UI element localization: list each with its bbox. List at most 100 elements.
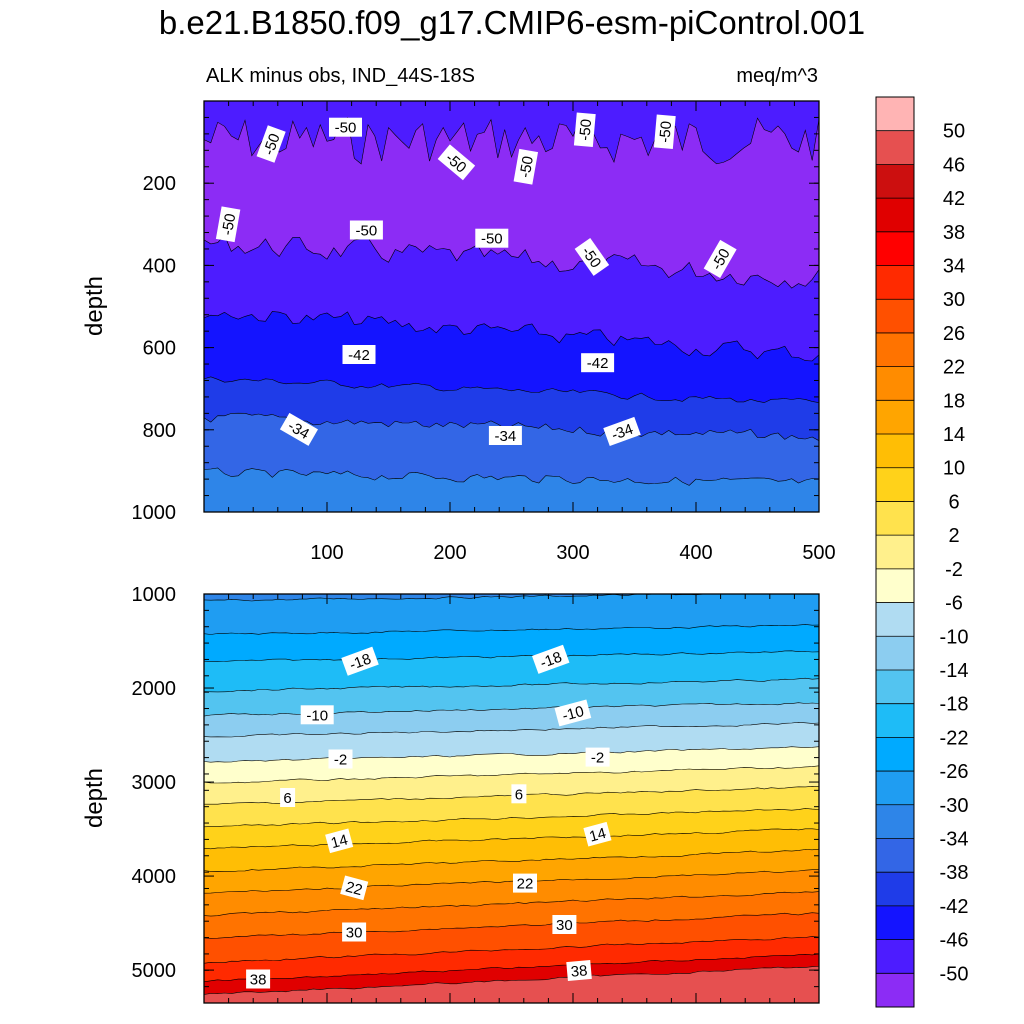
bottom-contour-label: 38 [566,959,592,982]
colorbar-swatch [876,332,914,368]
top-contour-label: -34 [488,426,522,445]
top-contour-line [203,116,820,165]
top-contour-line [203,376,820,403]
bottom-axis-ticks: 1000 2000 3000 4000 5000 [132,584,819,1004]
bottom-contour-label: 30 [552,915,577,934]
bottom-contour-label-bg [511,784,527,804]
bottom-contour-label-bg [280,788,296,807]
bottom-contour-label-bg [328,749,353,769]
bottom-contour-label: -10 [300,705,334,725]
colorbar-swatch [876,973,914,1008]
top-right-label: meq/m^3 [736,65,818,87]
top-panel: ALK minus obs, IND_44S-18S meq/m^3 depth… [81,65,836,564]
colorbar-swatch [876,467,914,502]
top-contour-line [203,467,820,486]
bottom-contour-lines [203,593,820,995]
top-contour-label-text: -50 [260,131,283,157]
bottom-contour-label-bg [583,821,612,847]
colorbar-swatch [876,771,914,806]
top-contour-lines [203,116,820,486]
bottom-contour-line [203,936,820,964]
colorbar-label: -50 [940,963,969,985]
colorbar-label: -46 [940,930,969,952]
top-contour-label-text: -50 [356,223,378,240]
top-contour-label-bg [256,125,286,163]
top-contour-label-bg [513,148,539,185]
bottom-contour-line [203,746,820,763]
colorbar-swatch [876,939,914,974]
top-contour-label-text: -50 [517,155,538,179]
colorbar-label: -30 [940,795,969,817]
colorbar-swatch [876,198,914,233]
bottom-contour-label-bg [342,922,367,942]
bottom-contour-label: -10 [554,699,592,727]
colorbar-swatch [876,568,914,603]
top-contour-label-bg [342,345,376,364]
colorbar-label: 26 [943,323,965,345]
colorbar-label: -34 [940,828,969,850]
bottom-panel: depth -18 -18 -10 -10 -2 -2 6 6 14 14 22 22 30 30 38 38… [81,584,820,1004]
top-x-tick-label: 100 [310,542,343,564]
top-contour-label-bg [279,412,318,446]
colorbar-label: -2 [945,559,963,581]
bottom-contour-line [203,953,820,983]
bottom-contour-label-bg [300,705,334,725]
bottom-contour-label-text: 6 [283,790,291,807]
top-x-tick-label: 200 [433,542,466,564]
colorbar: -50-46-42-38-34-30-26-22-18-14-10-6-2261… [875,96,969,1008]
colorbar-label: -26 [940,761,969,783]
top-contour-label-text: -42 [587,355,609,372]
bottom-contour-line [203,808,820,828]
bottom-contour-label: -18 [341,646,379,676]
bottom-contour-label-text: -2 [334,752,347,769]
bottom-contour-label: -18 [531,644,570,674]
bottom-contour-label-bg [246,969,271,989]
bottom-contour-label-text: 14 [587,825,608,846]
top-contour-label-bg [437,144,476,181]
colorbar-label: -10 [940,626,969,648]
bottom-contour-label-bg [554,699,592,727]
colorbar-swatch [876,501,914,536]
bottom-contour-line [203,891,820,917]
top-contour-label: -34 [603,416,641,447]
bottom-contour-label-text: -10 [560,703,585,725]
bottom-contour-label-bg [513,873,537,893]
colorbar-label: 22 [943,357,965,379]
bottom-contour-label-text: 38 [570,962,588,980]
bottom-contour-label: 22 [340,875,369,901]
colorbar-label: 38 [943,222,965,244]
bottom-contour-label-text: 22 [344,878,365,899]
bottom-contour-fill [203,593,820,1004]
bottom-contour-label-text: 6 [515,786,523,803]
top-contour-label-bg [653,114,676,150]
bottom-y-tick-label: 3000 [132,772,177,794]
colorbar-label: -18 [940,694,969,716]
top-contour-label-bg [215,206,241,243]
top-axis-ticks: 200 400 600 800 1000 100 200 300 400 500 [132,100,836,564]
bottom-contour-label-text: 14 [329,831,350,852]
colorbar-swatch [876,737,914,772]
top-contour-fill [203,100,820,513]
top-x-tick-label: 500 [802,542,835,564]
colorbar-label: -6 [945,593,963,615]
colorbar-swatch [876,535,914,570]
top-contour-label: -50 [256,125,286,163]
bottom-contour-label-text: -18 [347,650,373,673]
top-contour-label-bg [329,117,362,137]
top-y-tick-label: 400 [143,255,176,277]
top-y-tick-label: 600 [143,338,176,360]
top-contour-label-bg [603,416,641,447]
colorbar-label: -38 [940,862,969,884]
top-contour-label: -50 [475,228,509,248]
top-contour-label-bg [581,353,615,373]
colorbar-label: 46 [943,154,965,176]
bottom-y-tick-label: 2000 [132,678,177,700]
bottom-contour-label-text: -10 [306,707,328,724]
top-contour-label-text: -50 [576,118,595,141]
bottom-contour-label: 14 [325,828,354,854]
colorbar-label: 34 [943,256,965,278]
bottom-contour-line [203,912,820,939]
top-contour-label-text: -42 [348,347,370,364]
top-x-tick-label: 400 [679,542,712,564]
bottom-contour-label-text: 22 [517,876,534,893]
